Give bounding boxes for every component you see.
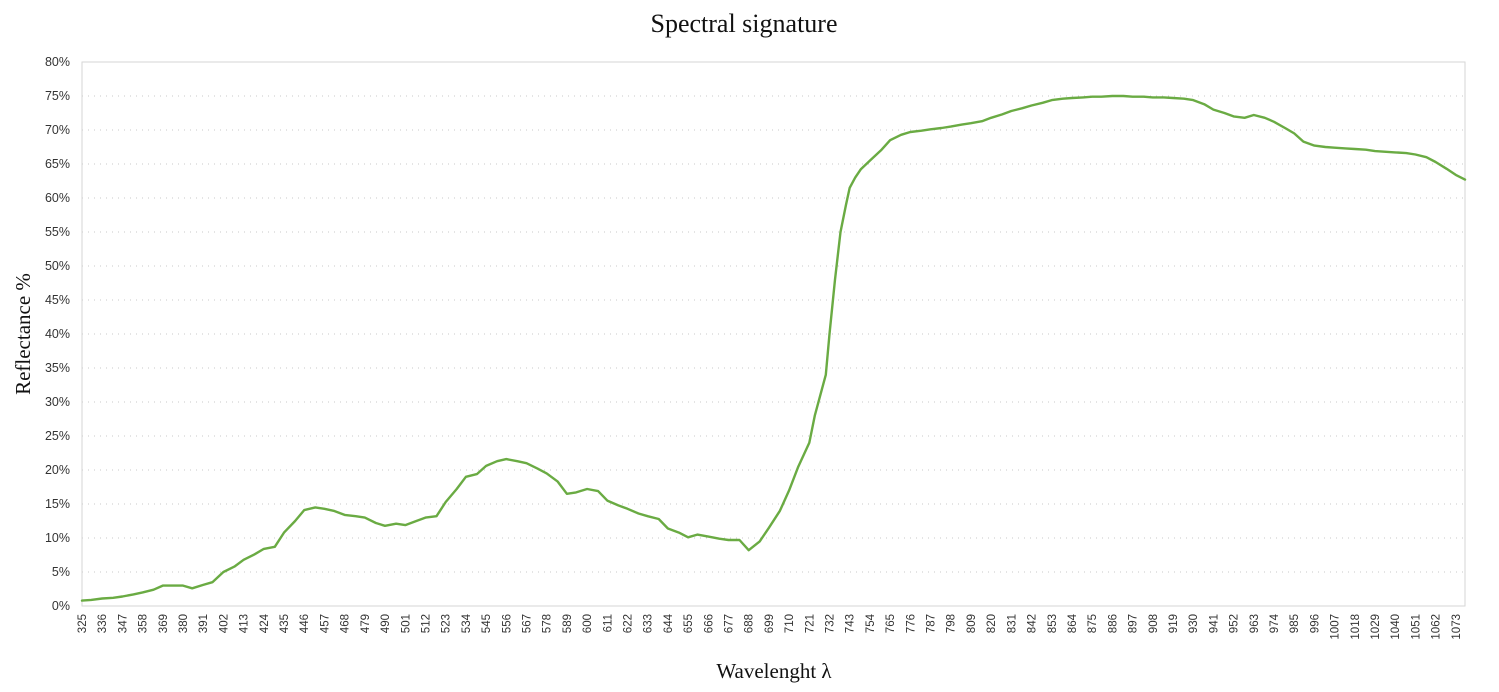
- x-tick-label: 468: [340, 614, 352, 633]
- x-tick-label: 1062: [1431, 614, 1443, 640]
- x-tick-label: 611: [602, 614, 614, 632]
- y-tick-label: 0%: [52, 599, 70, 613]
- x-tick-label: 787: [926, 614, 938, 633]
- series-line: [80, 94, 1467, 602]
- y-tick-label: 45%: [45, 293, 70, 307]
- x-tick-label: 688: [744, 614, 756, 633]
- x-tick-label: 930: [1188, 614, 1200, 633]
- x-tick-label: 1018: [1350, 614, 1362, 640]
- x-tick-label: 512: [420, 614, 432, 633]
- x-tick-label: 655: [683, 614, 695, 633]
- x-tick-label: 721: [804, 614, 816, 633]
- plot-area: [81, 61, 1466, 607]
- x-tick-label: 325: [77, 614, 89, 633]
- x-tick-label: 501: [400, 614, 412, 633]
- y-tick-label: 25%: [45, 429, 70, 443]
- x-tick-label: 908: [1148, 614, 1160, 633]
- y-tick-label: 55%: [45, 225, 70, 239]
- x-tick-label: 1007: [1330, 614, 1342, 640]
- x-axis-ticks: 325 336 347 358 369 380 391 402 413 424 435 446 457 4…: [77, 613, 1463, 639]
- x-tick-label: 743: [845, 614, 857, 633]
- y-tick-label: 10%: [45, 531, 70, 545]
- chart-title: Spectral signature: [651, 9, 838, 38]
- x-tick-label: 644: [663, 613, 675, 633]
- x-tick-label: 941: [1208, 614, 1220, 633]
- x-tick-label: 556: [501, 614, 513, 633]
- x-tick-label: 1040: [1390, 614, 1402, 640]
- x-tick-label: 985: [1289, 614, 1301, 633]
- y-tick-label: 20%: [45, 463, 70, 477]
- x-tick-label: 413: [239, 614, 251, 633]
- x-tick-label: 776: [905, 614, 917, 633]
- y-tick-label: 50%: [45, 259, 70, 273]
- x-tick-label: 545: [481, 614, 493, 633]
- y-axis-ticks: 0% 5% 10% 15% 20% 25% 30% 35% 40% 45% 50% 55% 60% 65%…: [45, 55, 70, 613]
- x-axis-label: Wavelenght λ: [716, 659, 832, 683]
- x-tick-label: 369: [158, 614, 170, 633]
- y-tick-label: 65%: [45, 157, 70, 171]
- x-tick-label: 710: [784, 614, 796, 633]
- x-tick-label: 699: [764, 614, 776, 633]
- x-tick-label: 424: [259, 613, 271, 633]
- x-tick-label: 479: [360, 614, 372, 633]
- x-tick-label: 391: [198, 614, 210, 633]
- x-tick-label: 677: [724, 614, 736, 633]
- x-tick-label: 754: [865, 613, 877, 633]
- x-tick-label: 864: [1067, 613, 1079, 633]
- y-tick-label: 70%: [45, 123, 70, 137]
- y-axis-label: Reflectance %: [11, 273, 35, 395]
- x-tick-label: 435: [279, 614, 291, 633]
- x-tick-label: 600: [582, 614, 594, 633]
- x-tick-label: 831: [1006, 614, 1018, 633]
- x-tick-label: 842: [1027, 614, 1039, 633]
- x-tick-label: 567: [521, 614, 533, 633]
- x-tick-label: 358: [138, 614, 150, 633]
- x-tick-label: 974: [1269, 613, 1281, 633]
- gridlines: [82, 95, 1465, 573]
- x-tick-label: 347: [117, 614, 129, 633]
- x-tick-label: 633: [643, 614, 655, 633]
- y-tick-label: 5%: [52, 565, 70, 579]
- y-tick-label: 30%: [45, 395, 70, 409]
- x-tick-label: 809: [966, 614, 978, 633]
- x-tick-label: 622: [622, 614, 634, 633]
- x-tick-label: 1051: [1410, 614, 1422, 640]
- x-tick-label: 798: [946, 614, 958, 633]
- x-tick-label: 666: [703, 614, 715, 633]
- x-tick-label: 534: [461, 613, 473, 633]
- x-tick-label: 820: [986, 614, 998, 633]
- x-tick-label: 523: [441, 614, 453, 633]
- y-tick-label: 60%: [45, 191, 70, 205]
- x-tick-label: 380: [178, 614, 190, 633]
- x-tick-label: 1073: [1451, 614, 1463, 640]
- y-tick-label: 75%: [45, 89, 70, 103]
- x-tick-label: 897: [1128, 614, 1140, 633]
- x-tick-label: 490: [380, 614, 392, 633]
- x-tick-label: 589: [562, 614, 574, 633]
- x-tick-label: 919: [1168, 614, 1180, 633]
- y-tick-label: 40%: [45, 327, 70, 341]
- x-tick-label: 457: [319, 614, 331, 633]
- series-layer: [80, 94, 1467, 602]
- x-tick-label: 952: [1229, 614, 1241, 633]
- x-tick-label: 875: [1087, 614, 1099, 633]
- x-tick-label: 446: [299, 614, 311, 633]
- x-tick-label: 996: [1309, 614, 1321, 633]
- x-tick-label: 732: [825, 614, 837, 633]
- y-tick-label: 15%: [45, 497, 70, 511]
- y-tick-label: 35%: [45, 361, 70, 375]
- x-tick-label: 1029: [1370, 614, 1382, 640]
- x-tick-label: 402: [218, 614, 230, 633]
- x-tick-label: 963: [1249, 614, 1261, 633]
- x-tick-label: 853: [1047, 614, 1059, 633]
- x-tick-label: 765: [885, 614, 897, 633]
- y-tick-label: 80%: [45, 55, 70, 69]
- x-tick-label: 336: [97, 614, 109, 633]
- x-tick-label: 886: [1107, 614, 1119, 633]
- x-tick-label: 578: [542, 614, 554, 633]
